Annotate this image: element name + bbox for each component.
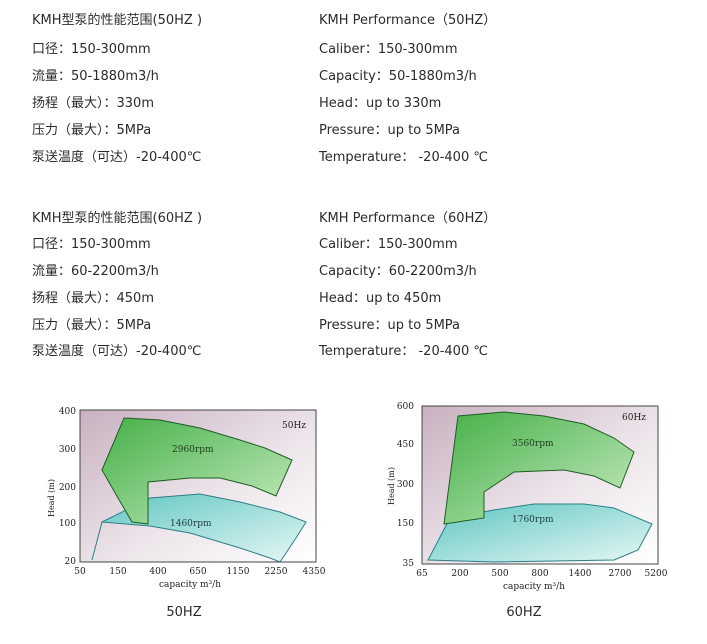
region-label-3560rpm: 3560rpm — [512, 439, 554, 449]
y-tick-0: 20 — [65, 557, 77, 567]
x-tick-3: 800 — [531, 569, 548, 579]
plot-frame — [421, 405, 659, 565]
x-ticks: 50 150 400 650 1150 2250 4350 — [74, 567, 325, 577]
en-title-50hz: KMH Performance（50HZ） — [319, 13, 497, 28]
y-tick-1: 150 — [397, 519, 414, 529]
x-tick-0: 50 — [74, 567, 86, 577]
y-ticks: 35 150 300 450 600 — [397, 402, 414, 569]
cn-title-50hz: KMH型泵的性能范围(50HZ ) — [32, 13, 203, 28]
region-3560rpm — [443, 411, 635, 525]
chart-60hz: 35 150 300 450 600 65 200 500 800 1400 2… — [384, 394, 674, 594]
region-2960rpm — [101, 417, 293, 525]
plot-frame — [79, 409, 317, 563]
x-ticks: 65 200 500 800 1400 2700 5200 — [416, 569, 667, 579]
chart-50hz: 20 100 200 300 400 50 150 400 650 1150 2… — [40, 398, 330, 598]
x-tick-5: 2250 — [265, 567, 288, 577]
y-tick-2: 200 — [59, 483, 76, 493]
x-tick-3: 650 — [189, 567, 206, 577]
y-tick-3: 450 — [397, 440, 414, 450]
corner-label-60hz: 60Hz — [622, 413, 646, 423]
cn-temperature-50hz: 泵送温度（可达）-20-400℃ — [32, 150, 202, 165]
x-tick-1: 200 — [451, 569, 468, 579]
cn-title-60hz: KMH型泵的性能范围(60HZ ) — [32, 211, 203, 226]
x-tick-5: 2700 — [609, 569, 632, 579]
region-label-1460rpm: 1460rpm — [170, 519, 212, 529]
cn-capacity-50hz: 流量：50-1880m3/h — [32, 69, 159, 84]
en-caliber-60hz: Caliber：150-300mm — [319, 237, 458, 252]
x-tick-6: 5200 — [645, 569, 668, 579]
y-tick-2: 300 — [397, 480, 414, 490]
caption-60hz: 60HZ — [506, 605, 542, 620]
x-tick-4: 1400 — [569, 569, 592, 579]
cn-pressure-50hz: 压力（最大）：5MPa — [32, 123, 152, 138]
x-tick-6: 4350 — [303, 567, 326, 577]
region-label-2960rpm: 2960rpm — [172, 445, 214, 455]
x-tick-1: 150 — [109, 567, 126, 577]
y-axis-label: Head (m) — [387, 467, 396, 505]
en-head-60hz: Head：up to 450m — [319, 291, 442, 306]
en-temperature-60hz: Temperature： -20-400 ℃ — [319, 344, 488, 359]
x-tick-0: 65 — [416, 569, 428, 579]
y-tick-3: 300 — [59, 445, 76, 455]
region-label-1760rpm: 1760rpm — [512, 515, 554, 525]
x-tick-2: 500 — [491, 569, 508, 579]
en-capacity-50hz: Capacity：50-1880m3/h — [319, 69, 477, 84]
en-head-50hz: Head：up to 330m — [319, 96, 442, 111]
y-tick-0: 35 — [403, 559, 415, 569]
y-tick-1: 100 — [59, 519, 76, 529]
x-axis-label: capacity m³/h — [503, 582, 565, 592]
cn-capacity-60hz: 流量：60-2200m3/h — [32, 264, 159, 279]
chart-50hz-svg: 20 100 200 300 400 50 150 400 650 1150 2… — [47, 407, 326, 590]
caption-50hz: 50HZ — [166, 605, 202, 620]
cn-head-50hz: 扬程（最大）：330m — [32, 96, 154, 111]
en-pressure-50hz: Pressure：up to 5MPa — [319, 123, 461, 138]
y-tick-4: 600 — [397, 402, 414, 412]
corner-label-50hz: 50Hz — [282, 421, 306, 431]
en-caliber-50hz: Caliber：150-300mm — [319, 42, 458, 57]
cn-caliber-50hz: 口径：150-300mm — [32, 42, 151, 57]
cn-caliber-60hz: 口径：150-300mm — [32, 237, 151, 252]
cn-pressure-60hz: 压力（最大）：5MPa — [32, 318, 152, 333]
en-title-60hz: KMH Performance（60HZ） — [319, 211, 497, 226]
y-ticks: 20 100 200 300 400 — [59, 407, 76, 567]
cn-head-60hz: 扬程（最大）：450m — [32, 291, 154, 306]
x-axis-label: capacity m³/h — [159, 580, 221, 590]
x-tick-2: 400 — [149, 567, 166, 577]
x-tick-4: 1150 — [227, 567, 250, 577]
en-pressure-60hz: Pressure：up to 5MPa — [319, 318, 461, 333]
en-capacity-60hz: Capacity：60-2200m3/h — [319, 264, 477, 279]
y-tick-4: 400 — [59, 407, 76, 417]
cn-temperature-60hz: 泵送温度（可达）-20-400℃ — [32, 344, 202, 359]
y-axis-label: Head (m) — [47, 479, 56, 517]
chart-60hz-svg: 35 150 300 450 600 65 200 500 800 1400 2… — [387, 402, 668, 592]
en-temperature-50hz: Temperature： -20-400 ℃ — [319, 150, 488, 165]
